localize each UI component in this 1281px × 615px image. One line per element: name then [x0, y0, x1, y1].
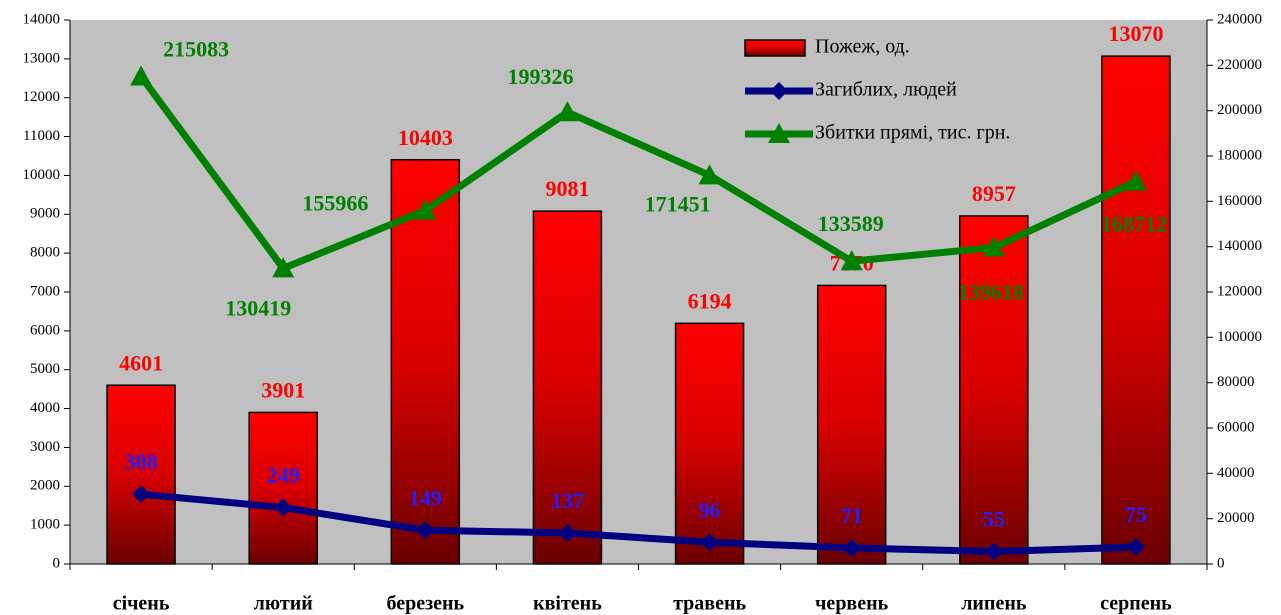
- y2-tick-label: 0: [1217, 555, 1225, 571]
- value-label: 139618: [958, 280, 1024, 305]
- value-label: 171451: [645, 191, 711, 216]
- value-label: 149: [409, 485, 442, 510]
- x-tick-label: квітень: [533, 593, 602, 615]
- value-label: 13070: [1108, 21, 1163, 46]
- y-tick-label: 2000: [30, 478, 60, 494]
- y-tick-label: 12000: [23, 89, 61, 105]
- y2-tick-label: 80000: [1217, 374, 1255, 390]
- marker: [842, 538, 861, 557]
- value-label: 308: [125, 449, 158, 474]
- bar: [959, 215, 1029, 565]
- y-tick-label: 0: [53, 555, 61, 571]
- y-tick-label: 13000: [23, 50, 61, 66]
- line: [140, 490, 1137, 556]
- x-tick-label: січень: [113, 593, 170, 615]
- value-label: 55: [983, 507, 1005, 532]
- marker: [1126, 538, 1145, 556]
- value-label: 75: [1125, 502, 1147, 527]
- legend-swatch: [744, 39, 806, 57]
- y-tick-label: 14000: [23, 11, 61, 27]
- bar: [816, 284, 887, 565]
- y-tick-label: 8000: [30, 245, 60, 261]
- marker: [1124, 170, 1147, 191]
- value-label: 133589: [818, 211, 884, 236]
- value-label: 96: [699, 497, 721, 522]
- value-label: 215083: [163, 37, 229, 62]
- y2-tick-label: 180000: [1217, 147, 1262, 163]
- value-label: 8957: [972, 181, 1016, 206]
- bar: [532, 210, 603, 565]
- y2-tick-label: 20000: [1217, 510, 1255, 526]
- marker: [698, 164, 721, 185]
- value-label: 4601: [119, 350, 163, 375]
- y2-tick-label: 140000: [1217, 238, 1262, 254]
- bar: [248, 411, 318, 565]
- marker: [272, 257, 295, 278]
- y-tick-label: 10000: [23, 167, 61, 183]
- y-tick-label: 11000: [23, 128, 60, 144]
- x-tick-label: травень: [673, 593, 746, 615]
- legend-label: Загиблих, людей: [815, 79, 957, 101]
- y2-tick-label: 120000: [1217, 283, 1262, 299]
- x-tick-label: лютий: [254, 593, 313, 615]
- value-label: 71: [841, 503, 863, 528]
- y-tick-label: 4000: [30, 400, 60, 416]
- y2-tick-label: 160000: [1217, 193, 1262, 209]
- x-tick-label: липень: [961, 593, 1027, 615]
- marker: [556, 101, 579, 122]
- y2-tick-label: 240000: [1217, 11, 1262, 27]
- line: [138, 74, 1138, 272]
- marker: [414, 199, 437, 220]
- bar: [106, 384, 176, 565]
- value-label: 249: [267, 463, 300, 488]
- marker: [840, 250, 863, 271]
- value-label: 130419: [225, 295, 291, 320]
- y-tick-label: 6000: [30, 322, 60, 338]
- marker: [768, 123, 790, 143]
- marker: [770, 82, 788, 100]
- y2-tick-label: 100000: [1217, 329, 1262, 345]
- y-tick-label: 7000: [30, 283, 60, 299]
- value-label: 3901: [261, 377, 305, 402]
- marker: [130, 65, 153, 86]
- y2-tick-label: 60000: [1217, 419, 1255, 435]
- bar: [1101, 55, 1171, 565]
- x-tick-label: червень: [815, 593, 888, 615]
- y-tick-label: 5000: [30, 361, 60, 377]
- value-label: 9081: [545, 176, 589, 201]
- marker: [558, 523, 577, 542]
- marker: [416, 521, 435, 540]
- y2-tick-label: 220000: [1217, 57, 1262, 73]
- y-tick-label: 1000: [30, 517, 60, 533]
- x-tick-label: березень: [386, 593, 464, 615]
- y-tick-label: 9000: [30, 206, 60, 222]
- plot-area: [70, 20, 1207, 564]
- y2-tick-label: 200000: [1217, 102, 1262, 118]
- legend-label: Збитки прямі, тис. грн.: [815, 122, 1010, 144]
- value-label: 199326: [507, 64, 573, 89]
- value-label: 168712: [1101, 212, 1167, 237]
- x-tick-label: серпень: [1100, 593, 1172, 615]
- bar: [390, 159, 461, 565]
- marker: [982, 236, 1005, 257]
- value-label: 6194: [688, 288, 732, 313]
- value-label: 155966: [302, 191, 368, 216]
- y2-tick-label: 40000: [1217, 465, 1255, 481]
- marker: [984, 542, 1003, 561]
- value-label: 10403: [398, 125, 453, 150]
- marker: [132, 485, 151, 504]
- y-tick-label: 3000: [30, 439, 60, 455]
- bar: [674, 322, 745, 565]
- marker: [274, 498, 293, 517]
- value-label: 137: [551, 488, 584, 513]
- legend-label: Пожеж, од.: [815, 36, 910, 58]
- marker: [700, 533, 719, 552]
